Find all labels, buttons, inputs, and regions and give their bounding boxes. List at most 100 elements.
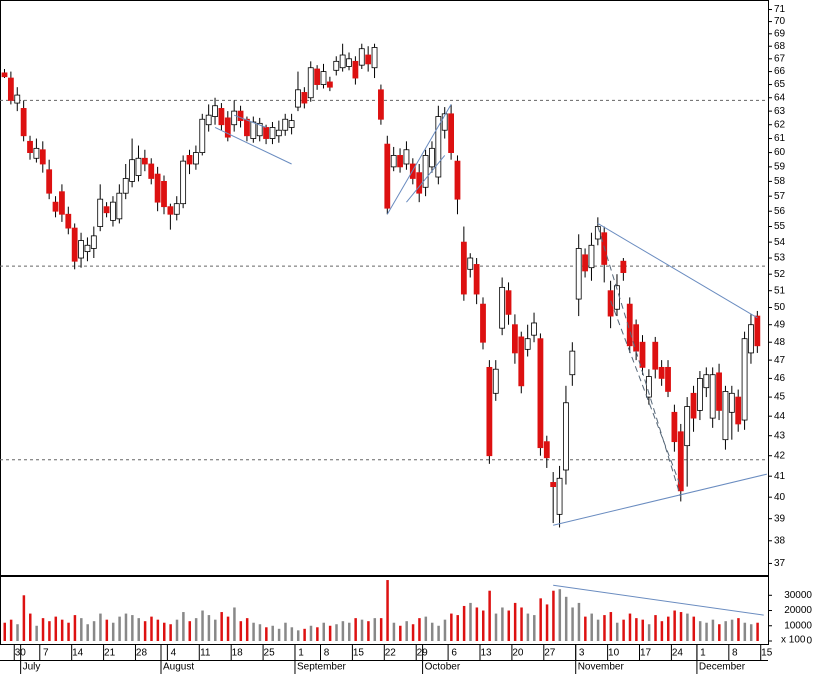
volume-bar <box>730 619 734 641</box>
volume-bar <box>296 630 300 641</box>
volume-bar <box>475 607 479 641</box>
candle-body <box>307 67 314 99</box>
candle-body <box>390 155 397 168</box>
candle-body <box>690 392 697 419</box>
candle-body <box>563 402 569 471</box>
volume-bar <box>118 616 121 641</box>
candle-body <box>754 315 761 347</box>
trendline <box>553 473 768 526</box>
y-tick-label: 57 <box>774 191 786 202</box>
y-tick-label: 70 <box>774 16 786 27</box>
volume-bar <box>245 618 249 641</box>
candle-body <box>224 117 231 138</box>
candle-body <box>199 118 206 153</box>
y-tick-label: 58 <box>774 176 786 187</box>
volume-bar <box>386 580 389 641</box>
trendline <box>597 223 758 319</box>
y-tick-label: 52 <box>774 269 786 280</box>
candle-body <box>256 122 263 137</box>
x-tick-label: 21 <box>104 648 116 659</box>
volume-bar <box>322 622 325 641</box>
x-tick-label: 1 <box>298 648 304 659</box>
y-tick-label: 43 <box>774 430 786 441</box>
candle-body <box>339 54 346 69</box>
candle-body <box>250 121 257 139</box>
candle-body <box>52 201 59 212</box>
candle-body <box>27 140 33 153</box>
volume-bar <box>137 618 140 641</box>
candle-body <box>748 324 754 354</box>
trendline <box>597 226 682 498</box>
volume-bar <box>533 615 536 641</box>
y-tick-label: 50 <box>774 302 786 313</box>
volume-bar <box>60 619 64 641</box>
candle-body <box>397 155 403 168</box>
y-tick-label: 38 <box>774 535 786 546</box>
candle-body <box>435 116 442 178</box>
volume-bar <box>488 590 491 641</box>
y-tick-label: 65 <box>774 79 786 90</box>
volume-bar <box>539 598 542 641</box>
y-tick-label: 59 <box>774 162 786 173</box>
price-panel <box>0 0 769 576</box>
candle-body <box>288 120 295 128</box>
candle-body <box>1 72 8 78</box>
volume-bar <box>392 622 396 641</box>
candle-body <box>537 338 544 449</box>
candle-body <box>269 127 276 139</box>
candle-body <box>665 366 671 392</box>
volume-bar <box>552 590 555 641</box>
y-tick-label: 51 <box>774 285 786 296</box>
volume-bar <box>233 607 236 641</box>
candle-body <box>59 191 65 215</box>
candle-body <box>448 113 455 153</box>
volume-bar <box>9 619 13 641</box>
candle-body <box>110 201 116 221</box>
volume-bar <box>188 621 192 641</box>
candle-body <box>186 155 193 165</box>
volume-tick-label: 30000 <box>784 590 812 601</box>
volume-bar <box>29 613 32 641</box>
volume-bar <box>705 622 708 641</box>
candle-body <box>320 71 327 85</box>
candle-body <box>645 376 652 398</box>
volume-bar <box>163 622 166 641</box>
volume-bar <box>456 615 459 641</box>
y-tick-label: 45 <box>774 392 786 403</box>
trendline <box>386 104 452 215</box>
volume-bar <box>418 618 421 641</box>
x-tick-label: 24 <box>672 648 684 659</box>
candle-body <box>741 338 748 421</box>
volume-bar <box>73 615 77 641</box>
candle-body <box>671 411 678 443</box>
candle-body <box>46 169 53 194</box>
x-tick-label: 18 <box>232 648 244 659</box>
volume-bar <box>590 613 593 641</box>
trendline <box>610 300 682 487</box>
x-tick-label: 17 <box>640 648 652 659</box>
volume-bar <box>450 613 453 641</box>
candle-body <box>422 155 429 188</box>
y-tick-label: 53 <box>774 253 786 264</box>
candle-body <box>301 92 308 104</box>
volume-bar <box>513 602 517 641</box>
candle-body <box>65 213 72 229</box>
volume-bar <box>507 610 511 641</box>
volume-bar <box>609 612 613 641</box>
volume-bar <box>226 616 230 641</box>
x-tick-label: 10 <box>608 648 620 659</box>
y-tick-label: 56 <box>774 206 786 217</box>
month-label: December <box>699 662 746 673</box>
candle-body <box>346 58 352 67</box>
volume-bar <box>615 622 619 641</box>
y-tick-label: 49 <box>774 319 786 330</box>
candle-body <box>556 477 563 515</box>
volume-bar <box>571 607 574 641</box>
volume-bar <box>399 625 402 641</box>
candle-body <box>486 366 493 457</box>
candle-body <box>154 173 161 203</box>
volume-bar <box>564 596 568 641</box>
y-tick-label: 62 <box>774 119 786 130</box>
volume-bar <box>41 618 45 641</box>
